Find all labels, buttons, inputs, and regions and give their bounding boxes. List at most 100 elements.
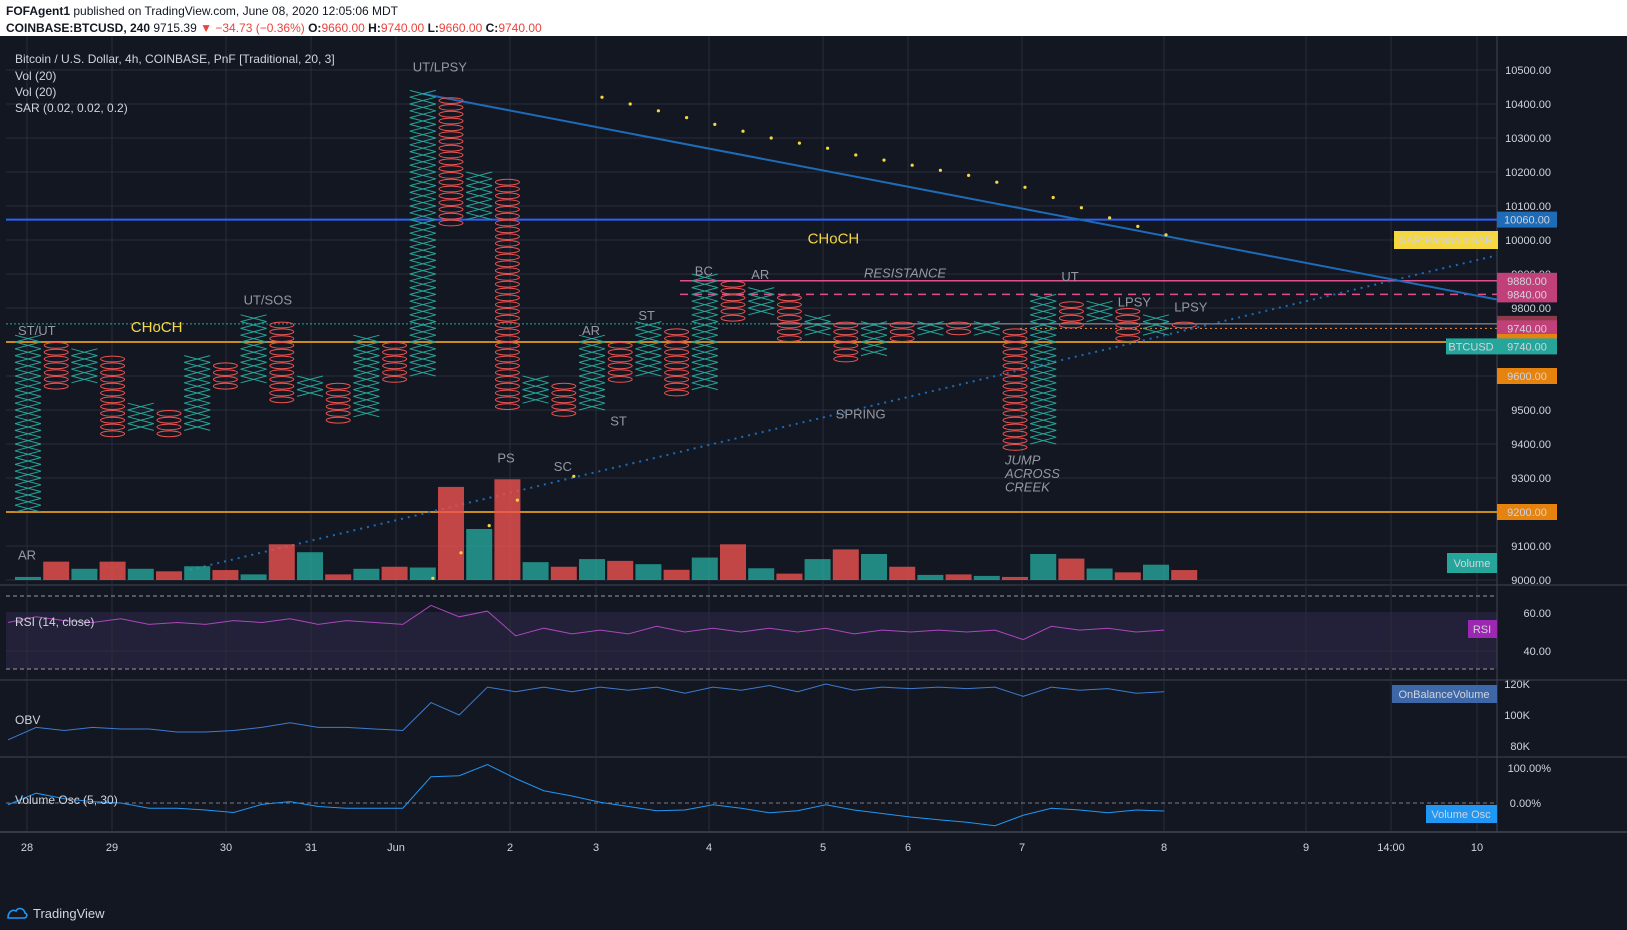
pnf-o-column[interactable] — [212, 362, 238, 390]
volume-legend-1[interactable]: Vol (20) — [15, 69, 57, 83]
pnf-o-column[interactable] — [664, 328, 690, 397]
pnf-x-column[interactable] — [127, 402, 154, 431]
pnf-x-column[interactable] — [1086, 300, 1113, 323]
vosc-legend[interactable]: Volume Osc (5, 30) — [15, 793, 118, 807]
vosc-line — [7, 763, 1165, 827]
pnf-o-column[interactable] — [776, 294, 802, 343]
price-tick-label: 9400.00 — [1511, 439, 1551, 451]
pnf-x-box — [691, 375, 718, 384]
pnf-o-box — [551, 389, 577, 397]
pnf-x-column[interactable] — [748, 287, 775, 316]
chart-area[interactable]: 28 29 30 31 Jun 2 3 4 5 6 7 8 9 14:00 10 10500.00 10400.… — [0, 36, 1627, 898]
x-tick-label: 30 — [220, 842, 232, 854]
obv-legend[interactable]: OBV — [15, 713, 41, 727]
pnf-x-column[interactable] — [14, 334, 42, 513]
pnf-x-box — [14, 484, 42, 493]
sar-dot — [995, 180, 999, 184]
pnf-o-column[interactable] — [325, 382, 351, 424]
pnf-x-column[interactable] — [184, 355, 211, 431]
pnf-x-column[interactable] — [71, 348, 98, 384]
pnf-o-column[interactable] — [720, 280, 746, 322]
pnf-x-box — [353, 361, 380, 370]
pnf-x-column[interactable] — [240, 314, 267, 384]
pnf-x-box — [14, 361, 42, 370]
pnf-o-box — [43, 348, 69, 356]
pnf-x-box — [578, 355, 606, 363]
pnf-x-box — [353, 334, 380, 343]
annotation-label: ST — [638, 308, 655, 323]
pnf-o-box — [664, 348, 690, 356]
pnf-o-column[interactable] — [889, 321, 915, 343]
downtrend-line[interactable] — [422, 92, 1498, 301]
pnf-o-column[interactable] — [1115, 308, 1141, 343]
pnf-x-column[interactable] — [353, 334, 380, 418]
pnf-o-column[interactable] — [156, 410, 182, 438]
pnf-x-column[interactable] — [522, 375, 549, 404]
pnf-o-column[interactable] — [43, 342, 69, 390]
pnf-x-box — [296, 382, 324, 391]
sar-legend[interactable]: SAR (0.02, 0.02, 0.2) — [15, 101, 128, 115]
volume-bar — [917, 574, 944, 580]
pnf-x-box — [184, 361, 211, 370]
pnf-o-column[interactable] — [833, 321, 859, 363]
pnf-o-column[interactable] — [1002, 328, 1028, 451]
pnf-o-column[interactable] — [1058, 301, 1084, 329]
tradingview-brand[interactable]: TradingView — [33, 906, 105, 921]
sar-dot — [826, 146, 830, 150]
tradingview-logo-icon — [7, 907, 28, 919]
pnf-x-box — [578, 382, 606, 391]
volume-legend-2[interactable]: Vol (20) — [15, 85, 57, 99]
pnf-o-column[interactable] — [438, 97, 464, 227]
pnf-o-column[interactable] — [382, 342, 408, 383]
pnf-o-box — [494, 294, 520, 302]
pnf-o-box — [325, 382, 351, 390]
pnf-x-column[interactable] — [635, 321, 662, 377]
pnf-o-box — [607, 376, 633, 383]
pnf-o-box — [100, 362, 126, 370]
pnf-x-column[interactable] — [917, 321, 944, 336]
pnf-x-column[interactable] — [466, 171, 493, 221]
uptrend-line-dotted[interactable] — [189, 254, 1498, 571]
pnf-x-box — [409, 137, 436, 146]
pnf-o-column[interactable] — [269, 321, 295, 404]
volume-bar — [973, 575, 1000, 580]
pnf-o-box — [438, 199, 464, 207]
author[interactable]: FOFAgent1 — [6, 4, 71, 18]
rsi-legend[interactable]: RSI (14, close) — [15, 615, 95, 629]
sar-dot — [515, 498, 520, 502]
price-tick-label: 10000.00 — [1505, 235, 1551, 247]
pnf-x-column[interactable] — [578, 334, 606, 411]
pnf-x-column[interactable] — [860, 321, 888, 357]
pnf-o-column[interactable] — [100, 355, 126, 438]
pnf-x-column[interactable] — [1142, 314, 1170, 336]
price-tick-label: 9100.00 — [1511, 541, 1551, 553]
pnf-o-column[interactable] — [494, 178, 520, 411]
pnf-o-box — [776, 314, 802, 322]
pnf-o-box — [1002, 389, 1028, 397]
pnf-x-box — [409, 123, 436, 132]
price-level-tag-text: 9200.00 — [1507, 507, 1547, 519]
pnf-o-column[interactable] — [1171, 321, 1197, 329]
pnf-x-column[interactable] — [296, 375, 324, 397]
pnf-o-box — [494, 328, 520, 336]
pnf-o-box — [833, 321, 859, 329]
pnf-x-column[interactable] — [973, 321, 1000, 336]
pnf-x-column[interactable] — [1030, 293, 1057, 445]
pnf-o-column[interactable] — [551, 382, 577, 417]
pnf-x-box — [522, 382, 549, 391]
pnf-x-box — [14, 375, 42, 384]
sar-tag-bg — [1394, 231, 1498, 249]
sar-dot — [1051, 195, 1055, 200]
pnf-o-box — [494, 396, 520, 404]
pnf-x-column[interactable] — [409, 89, 436, 377]
pnf-x-box — [409, 117, 436, 125]
pnf-o-column[interactable] — [607, 342, 633, 383]
pnf-o-box — [720, 294, 746, 302]
pnf-o-column[interactable] — [946, 321, 972, 336]
pnf-o-box — [1002, 437, 1028, 445]
pnf-x-column[interactable] — [691, 273, 718, 391]
pnf-o-box — [1115, 335, 1141, 343]
volume-bar — [889, 566, 916, 580]
pnf-x-column[interactable] — [804, 314, 831, 336]
pnf-o-box — [494, 382, 520, 390]
